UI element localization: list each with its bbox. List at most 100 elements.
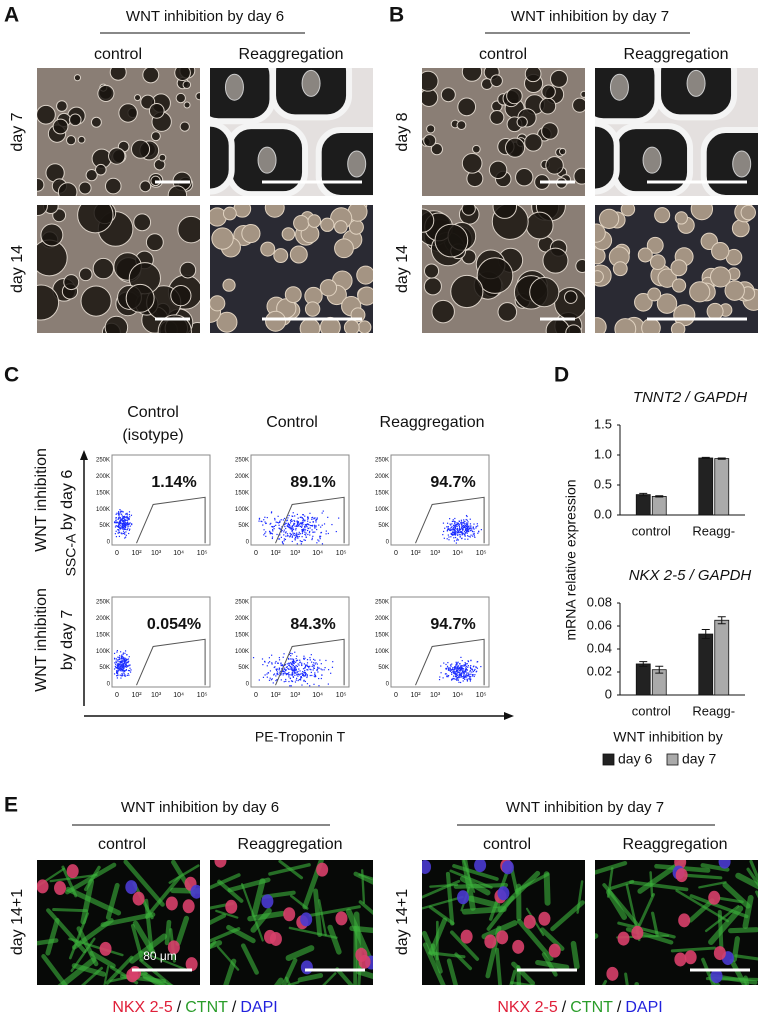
event-dot xyxy=(314,672,316,674)
event-dot xyxy=(292,670,295,672)
event-dot xyxy=(276,671,278,673)
spheroid xyxy=(711,242,730,261)
event-dot xyxy=(450,529,453,531)
event-dot xyxy=(461,668,463,670)
event-dot xyxy=(295,658,297,660)
event-dot xyxy=(461,537,463,540)
event-dot xyxy=(460,675,462,677)
event-dot xyxy=(302,521,304,523)
event-dot xyxy=(465,676,468,678)
event-dot xyxy=(116,525,118,528)
event-dot xyxy=(445,663,447,666)
aggregate xyxy=(301,69,321,97)
aggregate xyxy=(732,150,752,178)
cell-cluster xyxy=(37,284,60,321)
event-dot xyxy=(287,657,290,660)
flow-x-tick: 0 xyxy=(115,692,119,699)
event-dot xyxy=(123,668,125,670)
spheroid xyxy=(595,270,604,284)
cell-cluster xyxy=(139,180,152,193)
error-bar xyxy=(655,495,664,498)
event-dot xyxy=(456,676,458,678)
event-dot xyxy=(443,662,445,664)
event-dot xyxy=(447,534,449,536)
event-dot xyxy=(332,661,334,663)
event-dot xyxy=(117,663,120,665)
fiber xyxy=(139,958,174,985)
event-dot xyxy=(272,526,274,528)
cell-cluster xyxy=(90,116,102,128)
event-dot xyxy=(470,659,472,661)
spheroid xyxy=(634,292,653,312)
event-dot xyxy=(317,539,319,541)
row-label: day 8 xyxy=(394,112,411,151)
event-dot xyxy=(449,528,451,530)
nucleus xyxy=(214,860,227,868)
event-dot xyxy=(303,655,305,657)
event-dot xyxy=(467,521,469,523)
nucleus xyxy=(283,907,296,922)
y-tick-label: 0.06 xyxy=(587,617,612,632)
event-dot xyxy=(293,523,295,525)
event-dot xyxy=(123,666,125,668)
spheroid xyxy=(241,223,261,244)
event-dot xyxy=(459,676,461,678)
event-dot xyxy=(298,523,300,526)
event-dot xyxy=(288,664,291,666)
event-dot xyxy=(118,657,120,659)
event-dot xyxy=(464,677,466,679)
event-dot xyxy=(473,535,475,537)
event-dot xyxy=(270,522,272,525)
event-dot xyxy=(319,535,321,537)
event-dot xyxy=(446,538,448,540)
event-dot xyxy=(467,526,469,528)
event-dot xyxy=(312,521,314,523)
event-dot xyxy=(127,524,129,526)
spheroid xyxy=(320,217,335,232)
event-dot xyxy=(120,532,122,534)
event-dot xyxy=(470,675,472,678)
flow-y-tick: 50K xyxy=(378,523,389,529)
event-dot xyxy=(116,667,118,669)
event-dot xyxy=(123,661,125,663)
event-dot xyxy=(306,676,308,679)
event-dot xyxy=(311,517,313,519)
cell-cluster xyxy=(457,97,477,117)
event-dot xyxy=(280,536,282,538)
event-dot xyxy=(456,672,459,674)
event-dot xyxy=(467,666,469,668)
event-dot xyxy=(126,674,128,677)
cell-cluster xyxy=(37,177,45,192)
event-dot xyxy=(126,519,128,521)
event-dot xyxy=(122,674,124,676)
event-dot xyxy=(302,674,305,676)
event-dot xyxy=(462,680,464,682)
cell-cluster xyxy=(125,283,155,313)
event-dot xyxy=(123,518,125,520)
event-dot xyxy=(314,674,317,677)
microwell xyxy=(595,120,620,195)
event-dot xyxy=(301,536,303,538)
event-dot xyxy=(469,671,471,673)
panel-header: WNT inhibition by day 7 xyxy=(506,799,664,816)
event-dot xyxy=(119,660,121,663)
event-dot xyxy=(128,529,130,531)
event-dot xyxy=(321,512,323,514)
event-dot xyxy=(272,530,274,532)
event-dot xyxy=(116,521,119,523)
event-dot xyxy=(289,535,291,537)
event-dot xyxy=(314,663,316,665)
event-dot xyxy=(124,675,127,677)
event-dot xyxy=(115,530,117,532)
event-dot xyxy=(446,529,449,531)
event-dot xyxy=(262,524,264,526)
event-dot xyxy=(279,674,282,676)
column-label: Reaggregation xyxy=(624,46,729,63)
event-dot xyxy=(116,651,118,653)
spheroid xyxy=(740,205,756,221)
event-dot xyxy=(124,670,126,673)
nucleus xyxy=(678,913,691,928)
event-dot xyxy=(305,664,307,666)
event-dot xyxy=(121,668,123,671)
event-dot xyxy=(319,538,321,540)
